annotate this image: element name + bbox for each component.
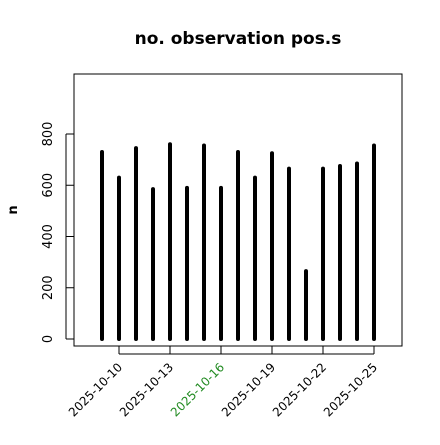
- y-tick-label: 200: [41, 275, 56, 300]
- y-tick-label: 0: [41, 335, 56, 343]
- x-axis: 2025-10-102025-10-132025-10-162025-10-19…: [66, 346, 380, 419]
- x-tick-label: 2025-10-13: [117, 360, 176, 419]
- chart-title: no. observation pos.s: [135, 29, 342, 49]
- plot-frame: [73, 73, 403, 347]
- x-tick-label: 2025-10-25: [321, 360, 380, 419]
- x-tick-label: 2025-10-16: [168, 360, 227, 419]
- bars: [100, 142, 376, 341]
- x-tick-label: 2025-10-22: [270, 360, 329, 419]
- y-axis-label: n: [6, 205, 21, 214]
- y-tick-label: 400: [41, 224, 56, 249]
- y-tick-label: 800: [41, 122, 56, 147]
- y-tick-label: 600: [41, 173, 56, 198]
- y-axis: 0 200 400 600 800: [41, 122, 74, 343]
- x-tick-label: 2025-10-10: [66, 360, 125, 419]
- x-tick-label: 2025-10-19: [219, 360, 278, 419]
